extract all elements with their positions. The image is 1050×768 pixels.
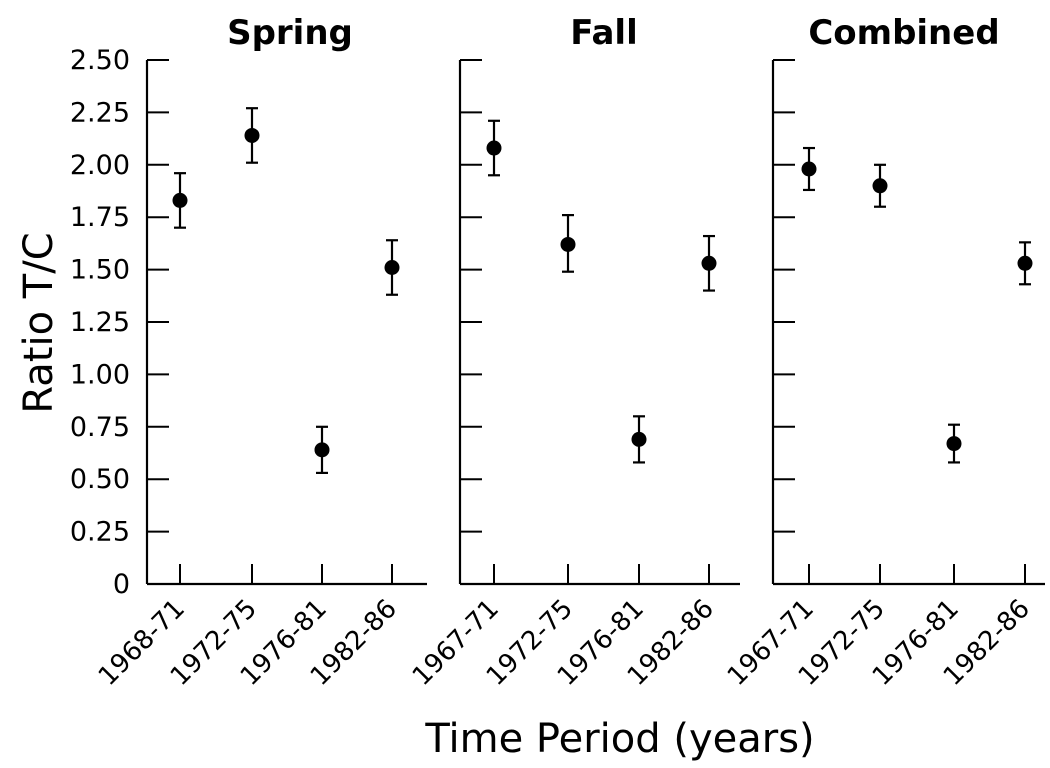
data-point xyxy=(872,178,888,194)
y-tick-label: 1.25 xyxy=(70,307,130,338)
y-tick-label: 2.50 xyxy=(70,45,130,76)
y-tick-label: 1.00 xyxy=(70,359,130,390)
y-tick-label: 0.25 xyxy=(70,517,130,548)
panel-title: Fall xyxy=(570,13,638,53)
data-point xyxy=(486,140,502,156)
y-tick-label: 1.75 xyxy=(70,202,130,233)
data-point xyxy=(631,431,647,447)
panel-title: Combined xyxy=(808,13,999,53)
y-tick-label: 1.50 xyxy=(70,255,130,286)
data-point xyxy=(172,192,188,208)
data-point xyxy=(701,255,717,271)
y-tick-label: 0.75 xyxy=(70,412,130,443)
data-point xyxy=(384,260,400,276)
y-tick-label: 0.50 xyxy=(70,464,130,495)
y-tick-label: 2.25 xyxy=(70,97,130,128)
y-axis-label: Ratio T/C xyxy=(16,232,62,413)
data-point xyxy=(1017,255,1033,271)
data-point xyxy=(244,127,260,143)
x-axis-label: Time Period (years) xyxy=(424,716,814,762)
y-tick-label: 2.00 xyxy=(70,150,130,181)
y-tick-label: 0 xyxy=(113,569,130,600)
data-point xyxy=(946,436,962,452)
data-point xyxy=(560,236,576,252)
data-point xyxy=(801,161,817,177)
panel-spring: Spring 0 0.25 0.50 0.75 1.00 1.25 1.50 1.75 2.00 2… xyxy=(70,13,427,692)
panel-title: Spring xyxy=(227,13,353,53)
data-point xyxy=(314,442,330,458)
